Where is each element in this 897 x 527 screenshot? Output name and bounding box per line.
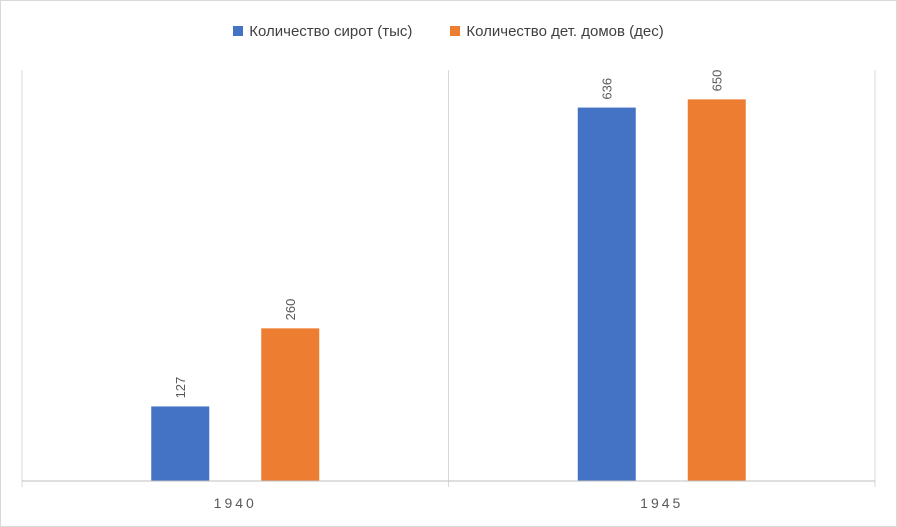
legend: Количество сирот (тыс) Количество дет. д… xyxy=(0,20,897,42)
bar-1940-series-2 xyxy=(261,328,320,481)
data-label: 260 xyxy=(283,299,298,321)
data-label: 127 xyxy=(173,377,188,399)
legend-swatch-orphanages xyxy=(450,26,461,36)
x-tick-label: 1940 xyxy=(214,495,257,511)
bar-1945-series-2 xyxy=(687,99,746,481)
bar-1945-series-1 xyxy=(577,107,636,481)
legend-item-orphanages: Количество дет. домов (дес) xyxy=(450,22,664,40)
bar-1940-series-1 xyxy=(151,406,210,481)
data-label: 650 xyxy=(710,70,725,92)
legend-swatch-orphans xyxy=(233,26,244,36)
data-label: 636 xyxy=(600,78,615,100)
x-tick-label: 1945 xyxy=(640,495,683,511)
legend-label-orphans: Количество сирот (тыс) xyxy=(249,22,413,40)
legend-item-orphans: Количество сирот (тыс) xyxy=(233,23,412,40)
legend-label-orphanages: Количество дет. домов (дес) xyxy=(466,22,664,40)
